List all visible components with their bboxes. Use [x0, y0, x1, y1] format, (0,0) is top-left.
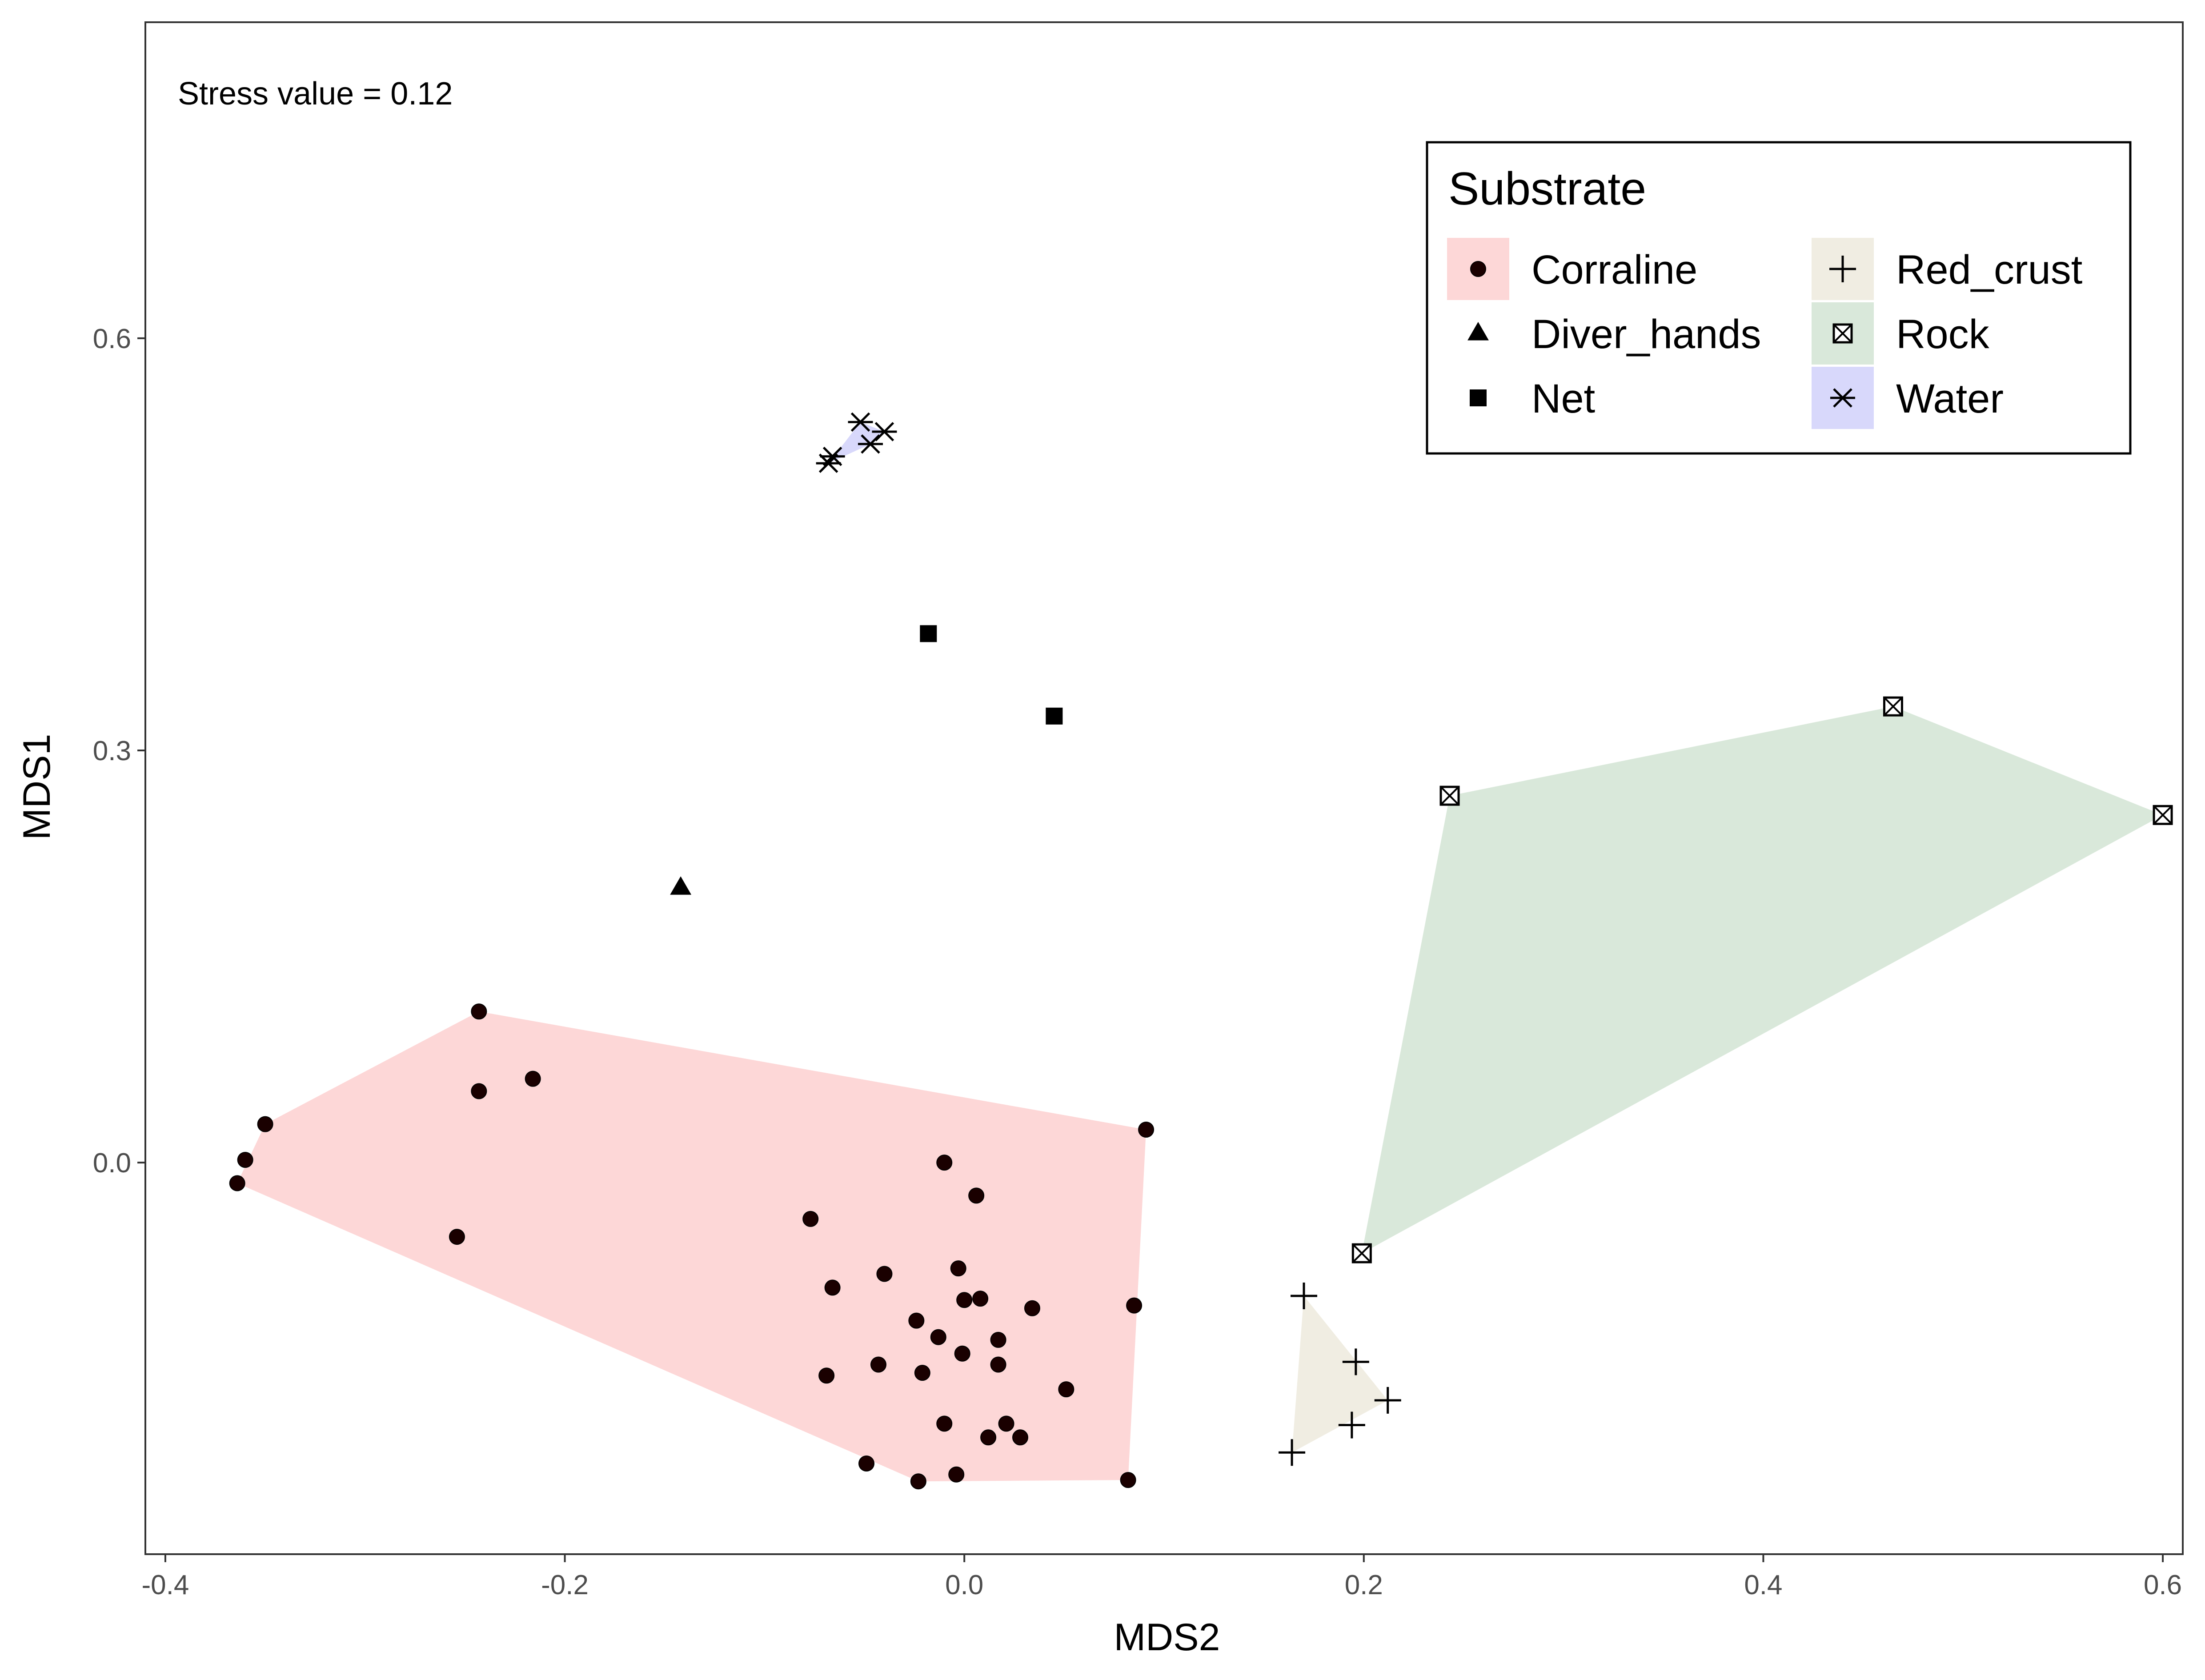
point-corraline	[936, 1155, 953, 1171]
legend-label: Corraline	[1531, 247, 1697, 293]
point-water	[848, 412, 873, 432]
y-tick-label: 0.6	[93, 324, 131, 354]
point-rock	[1883, 696, 1903, 717]
legend-item-rock: Rock	[1812, 302, 1990, 365]
legend-label: Water	[1896, 376, 2004, 421]
legend-box	[1426, 141, 2132, 455]
point-rock	[2153, 805, 2173, 825]
legend-item-water: Water	[1812, 367, 2004, 429]
point-corraline	[954, 1345, 970, 1362]
point-corraline	[1058, 1381, 1074, 1398]
y-tick-label: 0.3	[93, 736, 131, 766]
legend-symbol-corraline	[1470, 261, 1486, 277]
legend: Substrate Corraline Diver_hands Net Red_cru…	[1426, 141, 2132, 455]
point-corraline	[990, 1331, 1006, 1348]
point-corraline	[870, 1356, 886, 1373]
point-corraline	[914, 1365, 930, 1381]
plot-panel-border	[144, 21, 2184, 1555]
point-corraline	[936, 1415, 953, 1432]
point-corraline	[1126, 1297, 1143, 1314]
point-water	[816, 453, 841, 473]
hull-red-crust	[1292, 1296, 1388, 1453]
point-corraline	[972, 1291, 989, 1307]
point-rock	[1351, 1243, 1372, 1263]
legend-symbol-water	[1830, 388, 1855, 408]
legend-label: Red_crust	[1896, 247, 2082, 293]
point-corraline	[968, 1187, 985, 1204]
x-tick-label: -0.2	[541, 1570, 589, 1600]
hull-water	[828, 422, 885, 464]
point-corraline	[876, 1266, 893, 1282]
point-corraline	[1138, 1122, 1155, 1138]
hull-corraline	[237, 1011, 1147, 1482]
point-corraline	[449, 1229, 465, 1245]
y-tick-label: 0.0	[93, 1148, 131, 1179]
point-corraline	[990, 1356, 1006, 1373]
points-layer	[229, 412, 2173, 1490]
point-net	[920, 625, 937, 642]
point-corraline	[950, 1260, 966, 1277]
stress-annotation: Stress value = 0.12	[178, 76, 453, 112]
point-corraline	[998, 1415, 1014, 1432]
x-axis: -0.4 -0.2 0.0 0.2 0.4 0.6	[142, 1554, 2182, 1600]
point-red-crust	[1279, 1439, 1306, 1466]
point-corraline	[824, 1279, 841, 1296]
point-net	[1046, 707, 1063, 725]
legend-label: Net	[1531, 376, 1595, 421]
legend-item-corraline: Corraline	[1447, 238, 1697, 300]
x-axis-title: MDS2	[1114, 1616, 1220, 1659]
legend-symbol-net	[1470, 389, 1487, 406]
legend-item-net: Net	[1447, 367, 1595, 429]
point-diver-hands	[670, 876, 692, 895]
y-axis: 0.0 0.3 0.6	[93, 324, 145, 1179]
point-corraline	[956, 1292, 973, 1308]
point-corraline	[471, 1003, 487, 1020]
x-tick-label: 0.0	[945, 1570, 983, 1600]
hull-layer	[237, 422, 2163, 1482]
point-corraline	[930, 1329, 946, 1345]
x-tick-label: 0.2	[1345, 1570, 1383, 1600]
point-corraline	[237, 1152, 253, 1168]
point-corraline	[471, 1083, 487, 1099]
point-corraline	[1120, 1472, 1136, 1488]
point-red-crust	[1342, 1348, 1369, 1375]
point-corraline	[1012, 1429, 1028, 1446]
y-axis-title: MDS1	[16, 734, 58, 840]
legend-item-red-crust: Red_crust	[1812, 238, 2082, 300]
legend-symbol-rock	[1832, 323, 1853, 344]
point-corraline	[980, 1429, 997, 1446]
point-corraline	[525, 1071, 541, 1087]
point-red-crust	[1374, 1387, 1401, 1414]
legend-symbol-diver-hands	[1467, 322, 1489, 341]
point-corraline	[257, 1116, 273, 1132]
legend-label: Diver_hands	[1531, 312, 1761, 357]
point-red-crust	[1338, 1411, 1365, 1439]
legend-title: Substrate	[1448, 163, 1646, 215]
point-corraline	[1024, 1300, 1040, 1316]
x-tick-label: -0.4	[142, 1570, 189, 1600]
legend-symbol-red-crust	[1829, 256, 1856, 282]
legend-item-diver-hands: Diver_hands	[1447, 302, 1761, 365]
legend-items: Corraline Diver_hands Net Red_crust Rock Wate…	[1447, 238, 2082, 429]
point-corraline	[229, 1175, 245, 1191]
x-tick-label: 0.6	[2144, 1570, 2182, 1600]
point-corraline	[802, 1211, 819, 1227]
point-water	[858, 434, 883, 454]
point-rock	[1439, 786, 1460, 806]
hull-rock	[1362, 706, 2163, 1254]
legend-label: Rock	[1896, 312, 1990, 357]
point-corraline	[910, 1473, 926, 1490]
point-corraline	[908, 1312, 925, 1329]
point-corraline	[948, 1466, 965, 1483]
point-corraline	[818, 1367, 835, 1384]
point-red-crust	[1291, 1282, 1318, 1309]
point-water	[872, 422, 897, 441]
point-corraline	[858, 1455, 875, 1472]
x-tick-label: 0.4	[1744, 1570, 1782, 1600]
